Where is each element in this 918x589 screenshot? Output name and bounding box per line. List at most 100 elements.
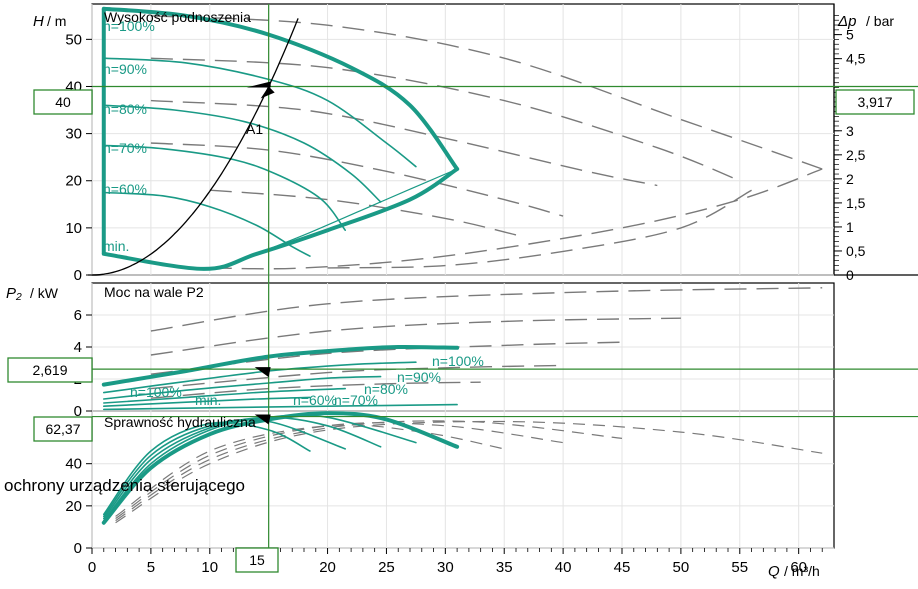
dashed-head-curve: [327, 189, 752, 269]
dashed-power-curve: [150, 317, 681, 356]
dp-tick-label: 2,5: [846, 147, 866, 163]
dashed-head-curve: [150, 142, 564, 217]
duty-power-box: 2,619: [7, 357, 93, 383]
dp-tick-label: 1: [846, 219, 854, 235]
flow-axis-symbol: Q: [768, 563, 780, 580]
x-tick-label: 25: [378, 559, 395, 576]
head-label-n80: n=80%: [103, 101, 147, 117]
power-label-n90: n=90%: [397, 369, 441, 385]
x-tick-label: 50: [673, 559, 690, 576]
dashed-head-curve: [150, 99, 658, 187]
efficiency-panel-title: Sprawność hydrauliczna: [104, 414, 256, 430]
duty-h-value: 40: [55, 94, 71, 110]
series-0-n70: [103, 144, 346, 231]
duty-dp-box: 3,917: [835, 89, 915, 115]
dashed-head-curve: [209, 168, 823, 270]
dp-axis-symbol: Δp: [837, 13, 856, 30]
dashed-power-curve: [150, 364, 564, 390]
x-tick-label: 10: [201, 559, 218, 576]
y-tick-label: 0: [74, 267, 82, 284]
power-label-n80: n=80%: [364, 381, 408, 397]
power-axis-symbol: P₂: [6, 285, 22, 302]
y-tick-label: 0: [74, 540, 82, 557]
dashed-power-curve: [150, 381, 481, 399]
head-label-min: min.: [103, 238, 129, 254]
head-label-n90: n=90%: [103, 61, 147, 77]
duty-power-value: 2,619: [32, 362, 67, 378]
power-label-n100-left: n=100%: [130, 384, 182, 400]
power-label-n70: n=70%: [334, 392, 378, 408]
dashed-reference-curves: [115, 15, 823, 524]
series-1-min: [103, 403, 458, 411]
y-tick-label: 6: [74, 307, 82, 324]
series-1-n100: [101, 344, 460, 387]
y-tick-label: 20: [65, 498, 82, 515]
pump-curves: [91, 6, 460, 525]
dashed-power-curve: [150, 287, 823, 332]
dp-axis-unit: / bar: [866, 13, 894, 29]
y-tick-label: 30: [65, 126, 82, 143]
duty-point-markers: [92, 4, 918, 548]
head-panel-title: Wysokość podnoszenia: [104, 9, 251, 25]
x-tick-label: 45: [614, 559, 631, 576]
system-curve: [91, 18, 299, 276]
flow-axis-unit: / m³/h: [784, 563, 820, 579]
x-tick-label: 60: [790, 559, 807, 576]
y-tick-label: 4: [74, 339, 82, 356]
dashed-head-curve: [150, 15, 823, 170]
overlay-text: ochrony urządzenia sterującego: [4, 476, 245, 495]
head-envelope-inner: [256, 168, 458, 255]
dashed-efficiency-curve: [115, 422, 564, 519]
dashed-efficiency-curve: [115, 424, 505, 517]
dp-tick-label: 4,5: [846, 51, 866, 67]
duty-point-marker-head: [246, 81, 275, 99]
power-panel-title: Moc na wale P2: [104, 284, 204, 300]
dp-tick-label: 2: [846, 171, 854, 187]
duty-point-marker-power: [254, 367, 271, 378]
power-label-n100-right: n=100%: [432, 353, 484, 369]
duty-point-marker-eff: [254, 414, 271, 425]
head-label-n60: n=60%: [103, 181, 147, 197]
power-label-n60: n=60%: [293, 392, 337, 408]
x-tick-label: 0: [88, 559, 96, 576]
series-0-n60: [103, 191, 311, 257]
duty-point-label: A1: [246, 121, 263, 137]
y-tick-label: 20: [65, 173, 82, 190]
duty-eff-value: 62,37: [45, 421, 80, 437]
dashed-efficiency-curve: [115, 420, 823, 524]
head-label-n70: n=70%: [103, 140, 147, 156]
series-0-n90: [103, 57, 417, 168]
series-1-n70: [103, 387, 346, 404]
head-axis-unit: / m: [47, 13, 66, 29]
series-0-min: [101, 167, 460, 271]
duty-eff-box: 62,37: [33, 416, 93, 442]
y-tick-label: 40: [65, 456, 82, 473]
power-label-min: min.: [195, 392, 221, 408]
dashed-efficiency-curve: [115, 420, 623, 522]
dashed-head-curve: [150, 57, 741, 182]
series-2-n90: [103, 414, 417, 522]
y-tick-label: 0: [74, 403, 82, 420]
x-tick-label: 55: [731, 559, 748, 576]
dp-tick-label: 1,5: [846, 195, 866, 211]
head-label-n100: n=100%: [103, 18, 155, 34]
x-tick-label: 30: [437, 559, 454, 576]
dashed-head-curve: [209, 189, 517, 236]
x-tick-label: 40: [555, 559, 572, 576]
series-2-n60: [103, 421, 311, 516]
series-2-n70: [103, 418, 346, 518]
y-tick-label: 50: [65, 31, 82, 48]
power-axis-unit: / kW: [30, 285, 59, 301]
dp-tick-label: 5: [846, 27, 854, 43]
series-1-n60: [103, 396, 311, 407]
x-tick-label: 35: [496, 559, 513, 576]
duty-dp-value: 3,917: [857, 94, 892, 110]
series-0-n100: [101, 6, 460, 171]
duty-h-box: 40: [33, 89, 93, 115]
y-tick-label: 10: [65, 220, 82, 237]
dp-tick-label: 0: [846, 267, 854, 283]
head-axis-symbol: H: [33, 13, 44, 30]
duty-q-value: 15: [249, 552, 265, 568]
